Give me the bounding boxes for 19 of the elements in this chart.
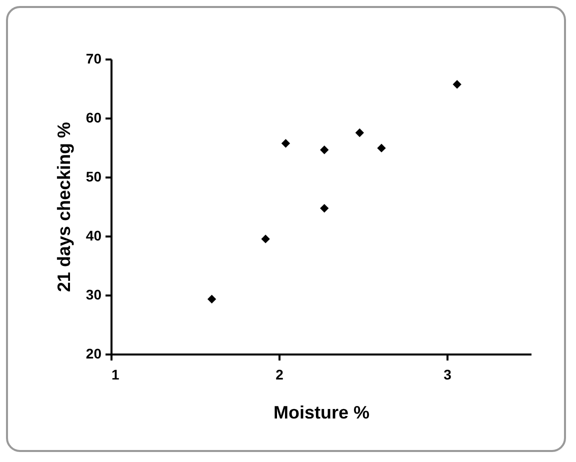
x-tick-label: 1 [112, 366, 120, 382]
y-tick-label: 50 [86, 168, 102, 184]
x-tick-label: 3 [444, 366, 452, 382]
y-tick-label: 70 [86, 50, 102, 66]
x-axis-title: Moisture % [273, 402, 370, 422]
point [320, 146, 329, 154]
point [261, 234, 270, 244]
y-tick-label: 30 [86, 286, 102, 302]
point [281, 139, 290, 148]
y-tick-label: 60 [86, 110, 102, 126]
point [452, 80, 462, 89]
y-tick-label: 40 [86, 228, 102, 244]
point [377, 144, 386, 152]
x-tick-label: 2 [276, 366, 284, 382]
y-axis-title: 21 days checking % [54, 122, 74, 292]
point [355, 128, 364, 138]
point [207, 294, 216, 304]
point [320, 204, 329, 213]
y-tick-label: 20 [86, 346, 102, 362]
